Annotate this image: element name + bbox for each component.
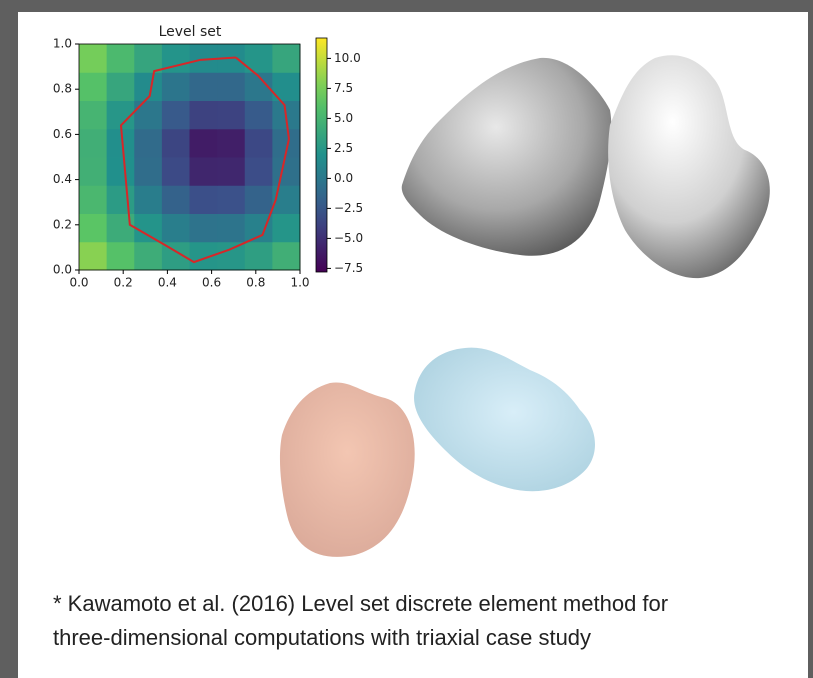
heatmap-cell (245, 157, 273, 186)
caption-line: three-dimensional computations with tria… (53, 625, 591, 651)
colorbar-tick-label: 2.5 (334, 141, 353, 155)
y-tick-label: 0.8 (53, 82, 72, 96)
x-tick-label: 0.8 (246, 276, 265, 290)
caption-line: * Kawamoto et al. (2016) Level set discr… (53, 591, 668, 617)
heatmap-cell (79, 214, 107, 243)
pink-particle (280, 383, 415, 557)
heatmap-cell (162, 129, 190, 158)
heatmap-cell (107, 44, 135, 73)
heatmap-cell (162, 101, 190, 130)
heatmap-cell (217, 129, 245, 158)
heatmap-cell (190, 72, 218, 101)
heatmap-cell (134, 242, 162, 271)
heatmap-cell (272, 214, 300, 243)
x-tick-label: 0.6 (202, 276, 221, 290)
blue-particle (414, 348, 595, 492)
x-tick-label: 0.2 (114, 276, 133, 290)
colorbar (316, 38, 327, 272)
heatmap-cell (79, 157, 107, 186)
heatmap-cell (217, 242, 245, 271)
y-tick-label: 0.6 (53, 127, 72, 141)
chart: Level set 0.0 0.2 0.4 0.6 0.8 1.0 0.0 0.2 0.4 0.6… (0, 0, 813, 678)
x-tick-label: 0.4 (158, 276, 177, 290)
colorbar-tick-label: 10.0 (334, 51, 361, 65)
heatmap-cell (217, 157, 245, 186)
y-tick-label: 1.0 (53, 37, 72, 51)
heatmap-cell (134, 129, 162, 158)
y-tick-label: 0.4 (53, 172, 72, 186)
heatmap-cell (272, 44, 300, 73)
y-tick-label: 0.2 (53, 217, 72, 231)
gray-particle-left (402, 58, 612, 256)
colorbar-tick-label: 0.0 (334, 171, 353, 185)
heatmap-cell (134, 185, 162, 214)
heatmap-cell (107, 157, 135, 186)
heatmap-cell (272, 157, 300, 186)
heatmap-cell (245, 242, 273, 271)
heatmap-cell (162, 214, 190, 243)
heatmap-cell (134, 101, 162, 130)
heatmap-cell (79, 129, 107, 158)
heatmap-cell (245, 185, 273, 214)
heatmap-cell (245, 129, 273, 158)
heatmap-cell (79, 185, 107, 214)
heatmap-cell (162, 157, 190, 186)
heatmap-cell (190, 129, 218, 158)
heatmap-cell (272, 242, 300, 271)
heatmap-cell (190, 101, 218, 130)
heatmap-cell (217, 214, 245, 243)
colorbar-tick-label: 5.0 (334, 111, 353, 125)
heatmap-cell (107, 214, 135, 243)
heatmap-cell (79, 101, 107, 130)
heatmap-cell (134, 214, 162, 243)
heatmap-cell (217, 72, 245, 101)
heatmap-cell (190, 185, 218, 214)
x-tick-label: 0.0 (69, 276, 88, 290)
heatmap-cell (190, 157, 218, 186)
y-tick-label: 0.0 (53, 263, 72, 277)
colorbar-tick-label: −7.5 (334, 261, 363, 275)
heatmap-cell (79, 72, 107, 101)
heatmap-cell (162, 185, 190, 214)
colorbar-tick-label: −5.0 (334, 231, 363, 245)
page: Level set 0.0 0.2 0.4 0.6 0.8 1.0 0.0 0.2 0.4 0.6… (0, 0, 813, 678)
heatmap-cell (107, 185, 135, 214)
gray-particle-right (608, 55, 770, 278)
heatmap-cell (245, 101, 273, 130)
heatmap-cell (217, 185, 245, 214)
chart-title: Level set (159, 24, 222, 40)
heatmap-cell (107, 242, 135, 271)
heatmap-cell (134, 157, 162, 186)
heatmap-cell (134, 44, 162, 73)
heatmap-cell (79, 242, 107, 271)
colorbar-tick-label: −2.5 (334, 201, 363, 215)
heatmap-cell (79, 44, 107, 73)
colorbar-tick-label: 7.5 (334, 81, 353, 95)
heatmap-cell (107, 72, 135, 101)
heatmap-cell (217, 101, 245, 130)
heatmap-cell (190, 214, 218, 243)
x-tick-label: 1.0 (290, 276, 309, 290)
heatmap-cell (162, 72, 190, 101)
